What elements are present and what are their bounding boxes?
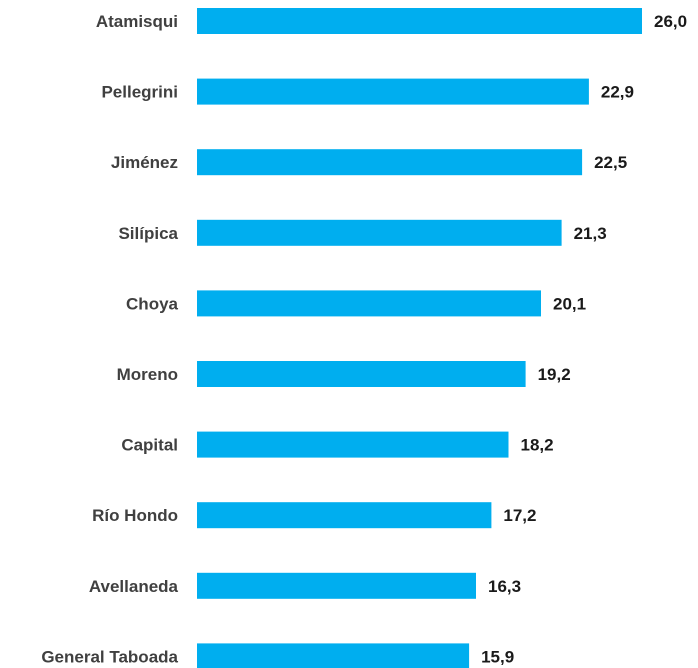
- value-labels-group: 26,0 22,9 22,5 21,3 20,1 19,2 18,2 17,2 16,3 15,9: [481, 12, 687, 666]
- category-label-6: Capital: [121, 436, 178, 455]
- value-label-3: 21,3: [574, 224, 607, 243]
- category-label-0: Atamisqui: [96, 12, 178, 31]
- value-label-1: 22,9: [601, 83, 634, 102]
- category-label-8: Avellaneda: [89, 577, 179, 596]
- bar-3: [197, 219, 562, 246]
- category-label-5: Moreno: [117, 365, 178, 384]
- value-label-2: 22,5: [594, 153, 627, 172]
- bar-2: [197, 149, 583, 176]
- category-label-3: Silípica: [118, 224, 178, 243]
- bar-9: [197, 643, 470, 668]
- value-label-7: 17,2: [503, 506, 536, 525]
- category-label-9: General Taboada: [41, 647, 178, 666]
- value-label-9: 15,9: [481, 647, 514, 666]
- category-label-2: Jiménez: [111, 153, 178, 172]
- value-label-4: 20,1: [553, 294, 586, 313]
- category-label-1: Pellegrini: [101, 83, 178, 102]
- category-label-7: Río Hondo: [92, 506, 178, 525]
- bar-8: [197, 572, 476, 599]
- value-label-0: 26,0: [654, 12, 687, 31]
- category-labels-group: Atamisqui Pellegrini Jiménez Silípica Choya M…: [41, 12, 178, 666]
- value-label-8: 16,3: [488, 577, 521, 596]
- bars-group: [197, 8, 642, 668]
- bar-1: [197, 78, 589, 105]
- bar-6: [197, 431, 509, 458]
- category-label-4: Choya: [126, 294, 179, 313]
- bar-4: [197, 290, 541, 317]
- value-label-6: 18,2: [521, 436, 554, 455]
- bar-5: [197, 361, 526, 387]
- value-label-5: 19,2: [538, 365, 571, 384]
- bar-7: [197, 502, 492, 529]
- bar-0: [197, 8, 642, 34]
